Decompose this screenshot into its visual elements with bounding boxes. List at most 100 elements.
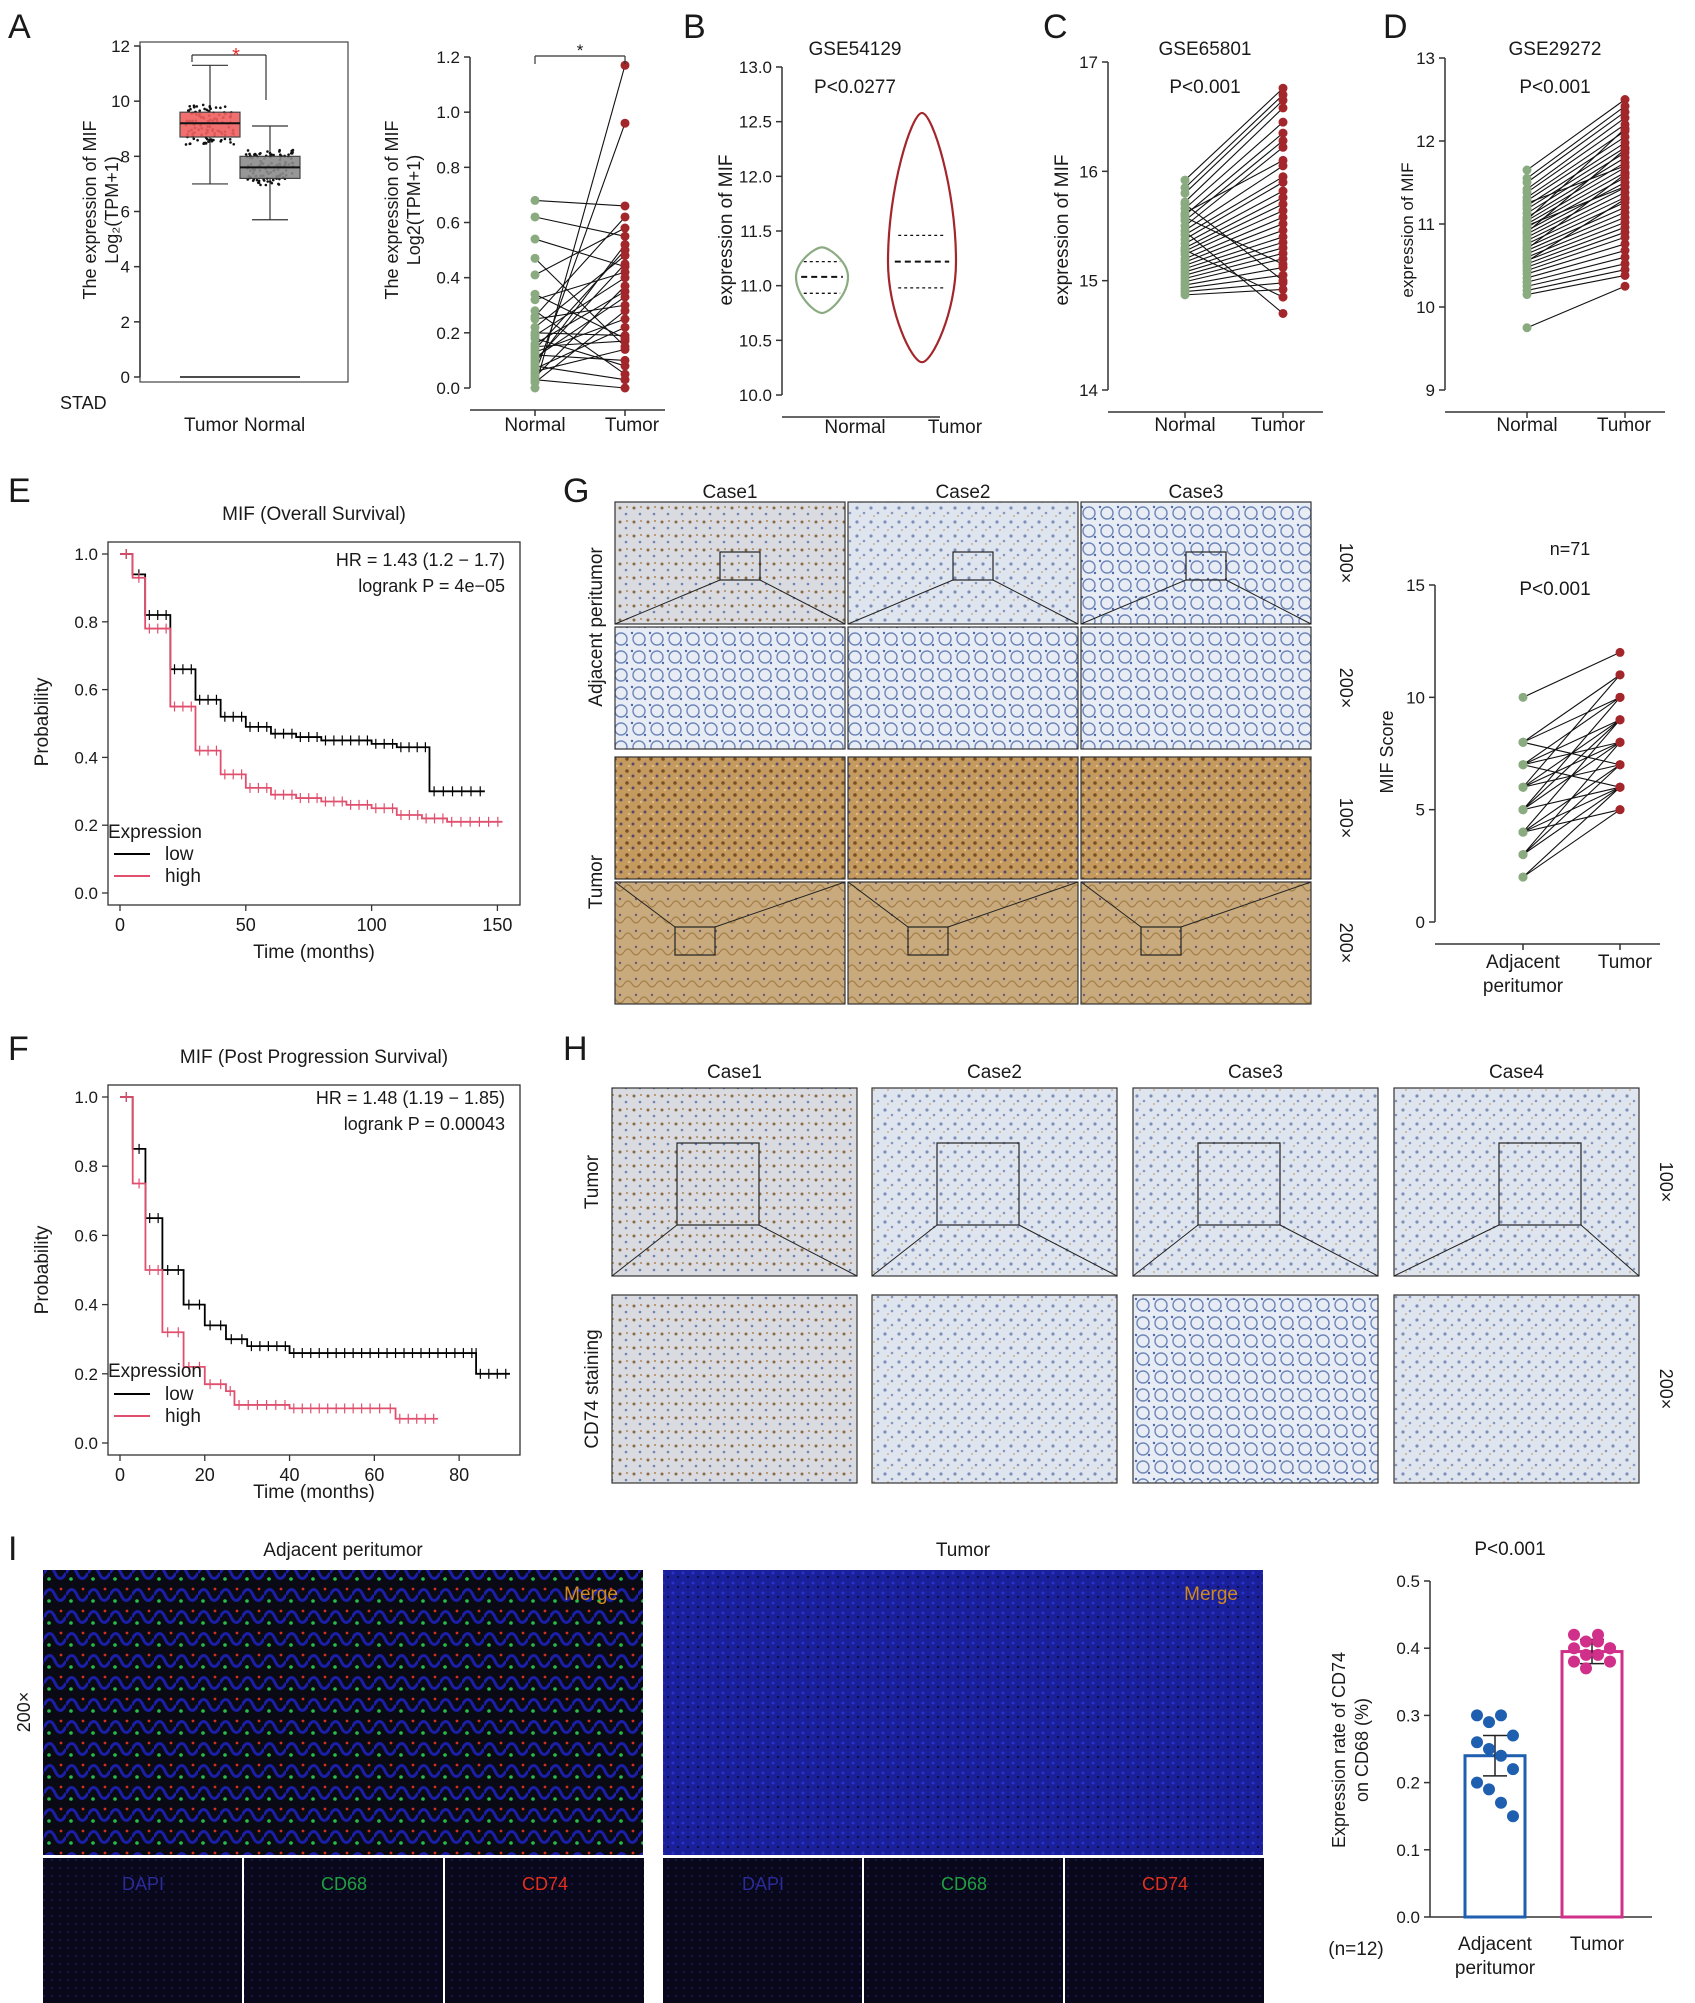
panel-i-point — [1604, 1655, 1616, 1668]
panel-d-pair-line — [1526, 167, 1626, 225]
panel-a2-pair-line — [534, 293, 626, 339]
panel-f-x-tick-label: 80 — [449, 1465, 469, 1485]
panel-e-y-tick-label: 0.2 — [74, 816, 98, 835]
panel-g-score-pair-line — [1522, 696, 1621, 766]
panel-h-case-label: Case4 — [1489, 1062, 1544, 1083]
box-jitter-point — [277, 183, 281, 186]
panel-g-score-normal-point — [1518, 760, 1528, 770]
panel-i-point — [1471, 1709, 1483, 1722]
panel-a2-y-tick-label: 0.6 — [436, 214, 460, 233]
panel-g-row-label: Adjacent peritumor — [586, 547, 607, 707]
panel-c-pair-line — [1184, 190, 1284, 244]
panel-e-y-tick-label: 0.4 — [74, 748, 98, 767]
panel-c-pair-line — [1184, 229, 1284, 266]
panel-a2-y-tick-label: 0.4 — [436, 269, 460, 288]
panel-c-tumor-point — [1278, 259, 1288, 269]
panel-d-tumor-point — [1620, 194, 1630, 204]
panel-i-channel-label: CD68 — [941, 1874, 987, 1894]
box-jitter-point — [195, 105, 199, 108]
panel-d-y-tick-label: 10 — [1416, 298, 1435, 317]
panel-b-pvalue: P<0.0277 — [814, 77, 896, 98]
panel-e-legend-title: Expression — [108, 822, 202, 843]
panel-d-normal-point — [1522, 221, 1532, 231]
panel-c-tumor-point — [1278, 225, 1288, 235]
panel-i-y-tick-label: 0.2 — [1396, 1774, 1420, 1793]
panel-a2-tumor-point — [620, 333, 630, 343]
panel-c-pair-line — [1184, 107, 1284, 203]
box-jitter-point — [192, 137, 196, 141]
panel-i-n-label: (n=12) — [1328, 1939, 1383, 1960]
panel-d-pair-line — [1526, 198, 1626, 262]
panel-d-pair-line — [1526, 256, 1626, 283]
panel-c-tumor-point — [1278, 308, 1288, 318]
panel-d-pair-line — [1526, 123, 1626, 193]
panel-a2-ylabel2: Log2(TPM+1) — [404, 155, 424, 266]
panel-a2-x-label: Normal — [504, 415, 565, 436]
panel-d-pair-line — [1526, 147, 1626, 210]
panel-g-zoom-box — [907, 926, 949, 956]
panel-d-tumor-point — [1620, 144, 1630, 154]
panel-c-tumor-point — [1278, 186, 1288, 196]
panel-f-x-tick-label: 40 — [280, 1465, 300, 1485]
panel-d-pair-line — [1526, 211, 1626, 255]
box-tumor — [179, 111, 241, 138]
panel-d-normal-point — [1522, 256, 1532, 266]
panel-c-pair-line — [1184, 203, 1284, 282]
panel-g-x-label: Adjacent peritumor — [1483, 952, 1564, 997]
panel-h-zoom-line — [611, 1224, 678, 1277]
panel-g-score-pair-line — [1522, 786, 1621, 856]
box-jitter-point — [271, 178, 275, 182]
panel-i-point — [1495, 1709, 1507, 1722]
panel-d-normal-point — [1522, 198, 1532, 208]
panel-a2-pair-line — [534, 285, 626, 378]
box-jitter-point — [287, 153, 290, 156]
panel-e-x-tick-label: 50 — [236, 915, 256, 935]
panel-a2-tumor-point — [620, 231, 630, 241]
panel-d-tumor-point — [1620, 232, 1630, 242]
panel-g-zoom-box — [1185, 551, 1227, 581]
panel-i-header: Tumor — [936, 1540, 991, 1561]
panel-c-pair-line — [1184, 282, 1284, 293]
panel-a-x-label: Normal — [244, 415, 305, 436]
panel-c-tumor-point — [1278, 95, 1288, 105]
panel-g-score-pair-line — [1522, 719, 1621, 833]
panel-g-zoom-line — [1180, 881, 1312, 928]
panel-h-zoom-line — [758, 1224, 858, 1277]
panel-h-magnification: 200× — [1656, 1369, 1676, 1410]
panel-d-y-tick-label: 13 — [1416, 49, 1435, 68]
panel-c-y-tick-label: 15 — [1079, 272, 1098, 291]
panel-c-normal-point — [1180, 290, 1190, 300]
panel-c-pair-line — [1184, 231, 1284, 314]
panel-a2-y-tick-label: 0.2 — [436, 324, 460, 343]
box-jitter-point — [212, 138, 215, 142]
panel-g-score-normal-point — [1518, 850, 1528, 860]
box-jitter-point — [228, 138, 232, 141]
panel-i-point — [1580, 1648, 1592, 1661]
panel-g-case-label: Case3 — [1169, 482, 1224, 503]
panel-c-pair-line — [1184, 132, 1284, 216]
panel-a2-pair-line — [534, 263, 626, 361]
panel-i-x-label-line: peritumor — [1455, 1958, 1536, 1979]
panel-d-normal-point — [1522, 165, 1532, 175]
panel-a2-tumor-point — [620, 245, 630, 255]
panel-d-pair-line — [1526, 269, 1626, 291]
panel-g-score-tumor-point — [1615, 782, 1625, 792]
panel-h-magnification: 100× — [1656, 1162, 1676, 1203]
panel-i-x-label: Tumor — [1570, 1934, 1625, 1955]
panel-i-point — [1483, 1743, 1495, 1755]
panel-a2-tumor-point — [620, 60, 630, 70]
panel-a2-pair-line — [534, 379, 626, 389]
panel-c-tumor-point — [1278, 83, 1288, 93]
panel-e-legend-label: low — [165, 844, 194, 865]
panel-i-point — [1507, 1763, 1519, 1776]
panel-g-zoom-box — [674, 926, 716, 956]
panel-e-hr: HR = 1.43 (1.2 − 1.7) — [336, 550, 505, 570]
panel-h-zoom-box — [936, 1142, 1020, 1226]
panel-e-xlabel: Time (months) — [253, 942, 375, 963]
panel-g-zoom-line — [759, 579, 846, 625]
panel-c-pair-line — [1184, 247, 1284, 276]
panel-c-pvalue: P<0.001 — [1169, 77, 1240, 98]
panel-d-tumor-point — [1620, 281, 1630, 291]
panel-a2-tumor-point — [620, 314, 630, 324]
panel-d-tumor-point — [1620, 252, 1630, 262]
